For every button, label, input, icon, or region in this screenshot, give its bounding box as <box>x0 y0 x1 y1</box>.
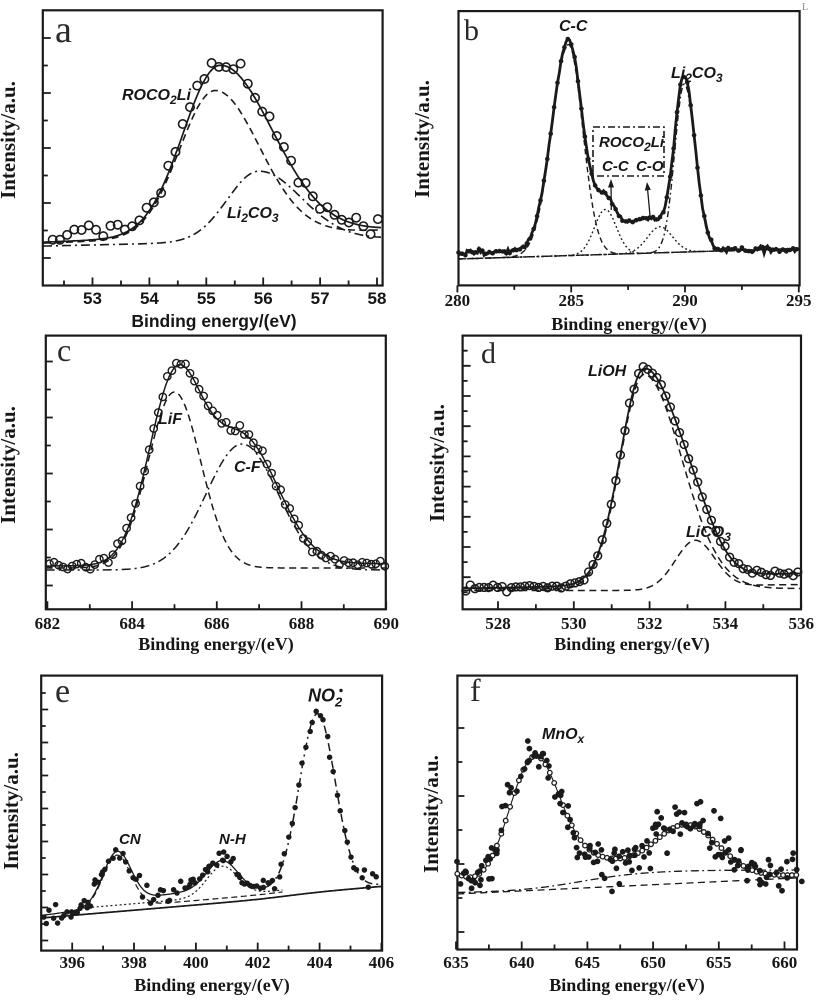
svg-text:Intensity/a.u.: Intensity/a.u. <box>425 404 449 522</box>
svg-text:N-H: N-H <box>219 831 247 848</box>
svg-text:Binding energy/(eV): Binding energy/(eV) <box>549 975 705 996</box>
svg-text:645: 645 <box>575 953 601 972</box>
svg-text:e: e <box>55 673 70 710</box>
svg-text:Intensity/a.u.: Intensity/a.u. <box>0 752 23 870</box>
svg-text:684: 684 <box>119 614 145 633</box>
svg-text:295: 295 <box>786 291 812 310</box>
svg-text:Binding energy/(eV): Binding energy/(eV) <box>131 311 296 331</box>
svg-text:Binding energy/(eV): Binding energy/(eV) <box>134 975 290 996</box>
svg-text:CN: CN <box>119 831 142 848</box>
svg-text:688: 688 <box>289 614 315 633</box>
svg-text:Intensity/a.u.: Intensity/a.u. <box>419 755 443 873</box>
svg-text:528: 528 <box>485 614 511 633</box>
svg-text:396: 396 <box>59 953 85 972</box>
svg-text:a: a <box>55 9 72 51</box>
svg-text:b: b <box>464 14 479 47</box>
svg-text:LiOH: LiOH <box>588 363 627 380</box>
svg-text:530: 530 <box>561 614 587 633</box>
svg-text:55: 55 <box>197 289 216 308</box>
svg-text:C-C: C-C <box>602 158 630 175</box>
svg-text:Intensity/a.u.: Intensity/a.u. <box>0 406 20 524</box>
svg-text:682: 682 <box>35 614 61 633</box>
svg-text:58: 58 <box>368 289 387 308</box>
svg-text:690: 690 <box>373 614 399 633</box>
svg-text:Li2CO3: Li2CO3 <box>227 205 279 225</box>
svg-text:402: 402 <box>245 953 271 972</box>
svg-text:635: 635 <box>443 953 469 972</box>
svg-text:686: 686 <box>204 614 230 633</box>
svg-text:C-O: C-O <box>636 158 664 175</box>
svg-text:C-C: C-C <box>559 18 588 35</box>
svg-text:57: 57 <box>311 289 330 308</box>
svg-text:650: 650 <box>640 953 666 972</box>
svg-text:398: 398 <box>121 953 147 972</box>
svg-text:d: d <box>481 337 496 370</box>
svg-text:f: f <box>470 672 481 708</box>
svg-text:400: 400 <box>183 953 209 972</box>
svg-text:54: 54 <box>140 289 159 308</box>
svg-text:Binding energy/(eV): Binding energy/(eV) <box>554 634 710 655</box>
svg-text:404: 404 <box>307 953 333 972</box>
svg-text:285: 285 <box>558 291 584 310</box>
svg-text:660: 660 <box>772 953 798 972</box>
svg-text:53: 53 <box>83 289 102 308</box>
svg-text:LiCO3: LiCO3 <box>686 524 731 544</box>
svg-text:406: 406 <box>369 953 395 972</box>
svg-text:56: 56 <box>254 289 273 308</box>
svg-text:Binding energy/(eV): Binding energy/(eV) <box>551 314 707 335</box>
svg-text:Li2CO3: Li2CO3 <box>671 65 723 85</box>
svg-text:Binding energy/(eV): Binding energy/(eV) <box>138 634 294 655</box>
svg-text:MnOx: MnOx <box>542 726 586 746</box>
svg-text:534: 534 <box>713 614 739 633</box>
svg-text:536: 536 <box>788 614 814 633</box>
svg-text:Intensity/a.u.: Intensity/a.u. <box>410 80 434 198</box>
svg-text:L: L <box>802 2 808 13</box>
svg-text:290: 290 <box>672 291 698 310</box>
svg-text:655: 655 <box>706 953 732 972</box>
svg-text:532: 532 <box>637 614 663 633</box>
svg-text:640: 640 <box>509 953 535 972</box>
svg-text:Intensity/a.u.: Intensity/a.u. <box>0 81 20 199</box>
svg-text:280: 280 <box>445 291 471 310</box>
svg-text:C-F: C-F <box>234 459 262 476</box>
svg-text:LiF: LiF <box>158 411 183 428</box>
svg-text:c: c <box>57 332 71 368</box>
